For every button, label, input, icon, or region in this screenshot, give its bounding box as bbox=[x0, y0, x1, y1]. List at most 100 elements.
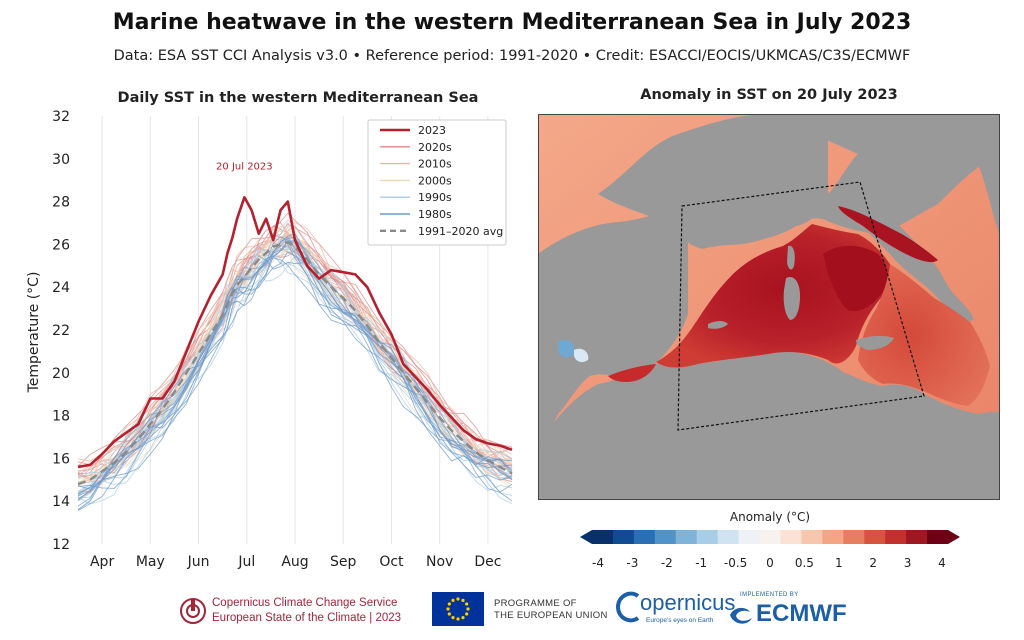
eu-star bbox=[456, 617, 460, 621]
copernicus-tagline: Europe's eyes on Earth bbox=[646, 617, 714, 624]
colorbar-cell bbox=[612, 530, 635, 544]
colorbar-tick: -2 bbox=[661, 556, 673, 570]
colorbar-tick: 2 bbox=[869, 556, 877, 570]
anomaly-colorbar: Anomaly (°C) -4 -3 -2 -1 -0.5 0 0.5 1 2 3 4 bbox=[580, 510, 960, 570]
colorbar-cells bbox=[580, 530, 960, 544]
ecmwf-implemented-by: IMPLEMENTED BY bbox=[740, 592, 799, 598]
iberia-land bbox=[538, 206, 688, 454]
eu-star bbox=[446, 607, 450, 611]
eu-star bbox=[451, 616, 455, 620]
legend-label: 1980s bbox=[418, 208, 452, 221]
eu-star bbox=[451, 598, 455, 602]
colorbar-cell bbox=[927, 530, 949, 544]
series-line-1980s bbox=[77, 255, 513, 493]
map-frame bbox=[538, 114, 1000, 500]
study-region-box bbox=[677, 181, 925, 431]
cold-anomaly-patch bbox=[558, 339, 575, 358]
series-line-1980s bbox=[77, 251, 513, 511]
series-line-1980s bbox=[77, 257, 513, 502]
colorbar-cell bbox=[696, 530, 719, 544]
y-tick-label: 18 bbox=[52, 409, 70, 425]
colorbar-label: Anomaly (°C) bbox=[730, 510, 810, 524]
eu-star bbox=[465, 602, 469, 606]
c3s-logo[interactable]: Copernicus Climate Change Service Europe… bbox=[178, 586, 418, 634]
page-title: Marine heatwave in the western Mediterra… bbox=[112, 10, 912, 35]
colorbar-tick: -1 bbox=[695, 556, 707, 570]
series-line-avg bbox=[77, 241, 513, 486]
sst-anomaly-map bbox=[538, 114, 1000, 500]
colorbar-cell bbox=[906, 530, 928, 544]
y-tick-label: 28 bbox=[52, 195, 70, 211]
colorbar-cell bbox=[592, 530, 614, 544]
colorbar-cell bbox=[738, 530, 761, 544]
y-tick-label: 24 bbox=[52, 280, 70, 296]
x-tick-label: Jun bbox=[187, 554, 210, 570]
cool-anomaly-patch bbox=[574, 348, 589, 363]
y-tick-label: 26 bbox=[52, 237, 70, 253]
corsica-land bbox=[787, 245, 795, 270]
colorbar-cell bbox=[675, 530, 698, 544]
ecmwf-logo[interactable]: IMPLEMENTED BY ECMWF bbox=[728, 586, 868, 634]
eu-star bbox=[447, 612, 451, 616]
peak-annotation: 20 Jul 2023 bbox=[216, 161, 273, 172]
ecmwf-wordmark: ECMWF bbox=[756, 600, 847, 627]
eu-logo[interactable]: PROGRAMME OF THE EUROPEAN UNION bbox=[432, 586, 612, 634]
north-africa-land bbox=[538, 351, 1000, 500]
x-axis-ticks: Apr May Jun Jul Aug Sep Oct Nov Dec bbox=[90, 554, 501, 570]
sicily-land bbox=[856, 335, 894, 350]
page-subtitle: Data: ESA SST CCI Analysis v3.0 • Refere… bbox=[113, 48, 911, 64]
c3s-emblem-icon bbox=[180, 598, 206, 624]
series-line-1980s bbox=[77, 240, 513, 501]
x-tick-label: Nov bbox=[426, 554, 453, 570]
colorbar-tick: 1 bbox=[835, 556, 843, 570]
eu-star bbox=[456, 597, 460, 601]
eu-flag-icon bbox=[432, 592, 484, 626]
colorbar-tick: 4 bbox=[938, 556, 946, 570]
legend-label: 2010s bbox=[418, 158, 452, 171]
eu-star bbox=[466, 607, 470, 611]
x-tick-label: Dec bbox=[474, 554, 501, 570]
footer-logos: Copernicus Climate Change Service Europe… bbox=[0, 586, 1024, 640]
x-tick-label: Apr bbox=[90, 554, 114, 570]
central-med-anomaly bbox=[858, 264, 990, 406]
colorbar-cell bbox=[780, 530, 802, 544]
legend-label: 1990s bbox=[418, 191, 452, 204]
y-tick-label: 20 bbox=[52, 366, 70, 382]
alps-italy-land bbox=[768, 114, 1000, 234]
colorbar-tick: -4 bbox=[592, 556, 604, 570]
x-tick-label: Sep bbox=[330, 554, 357, 570]
series-line-1980s bbox=[77, 236, 513, 494]
eu-line1: PROGRAMME OF bbox=[494, 598, 577, 609]
y-tick-label: 14 bbox=[52, 494, 70, 510]
y-tick-label: 16 bbox=[52, 451, 70, 467]
alboran-anomaly bbox=[608, 364, 656, 382]
colorbar-tick: 0.5 bbox=[795, 556, 814, 570]
colorbar-cell bbox=[864, 530, 886, 544]
copernicus-c-icon bbox=[616, 591, 640, 623]
y-axis-label: Temperature (°C) bbox=[26, 272, 42, 394]
y-tick-label: 32 bbox=[52, 109, 70, 125]
sardinia-land bbox=[783, 276, 800, 320]
colorbar-cell bbox=[717, 530, 740, 544]
colorbar-arrow-high bbox=[948, 530, 960, 544]
colorbar-cell bbox=[759, 530, 781, 544]
sst-line-chart: Daily SST in the western Mediterranean S… bbox=[26, 90, 513, 570]
series-line-2000s bbox=[77, 239, 513, 485]
colorbar-cell bbox=[885, 530, 907, 544]
copernicus-wordmark: opernicus bbox=[640, 590, 736, 615]
c3s-line2: European State of the Climate | 2023 bbox=[212, 612, 402, 624]
eu-line2: THE EUROPEAN UNION bbox=[494, 610, 608, 621]
eu-star bbox=[465, 612, 469, 616]
colorbar-tick: -0.5 bbox=[724, 556, 747, 570]
eu-star bbox=[447, 602, 451, 606]
copernicus-logo[interactable]: opernicus Europe's eyes on Earth bbox=[616, 586, 735, 634]
legend-label: 2000s bbox=[418, 174, 452, 187]
colorbar-tick: 0 bbox=[766, 556, 774, 570]
series-line-1980s bbox=[77, 240, 513, 490]
eu-star bbox=[461, 616, 465, 620]
y-tick-label: 12 bbox=[52, 537, 70, 553]
series-line-1990s bbox=[77, 255, 513, 505]
colorbar-cell bbox=[633, 530, 656, 544]
x-tick-label: May bbox=[136, 554, 165, 570]
adriatic-anomaly bbox=[838, 206, 938, 263]
